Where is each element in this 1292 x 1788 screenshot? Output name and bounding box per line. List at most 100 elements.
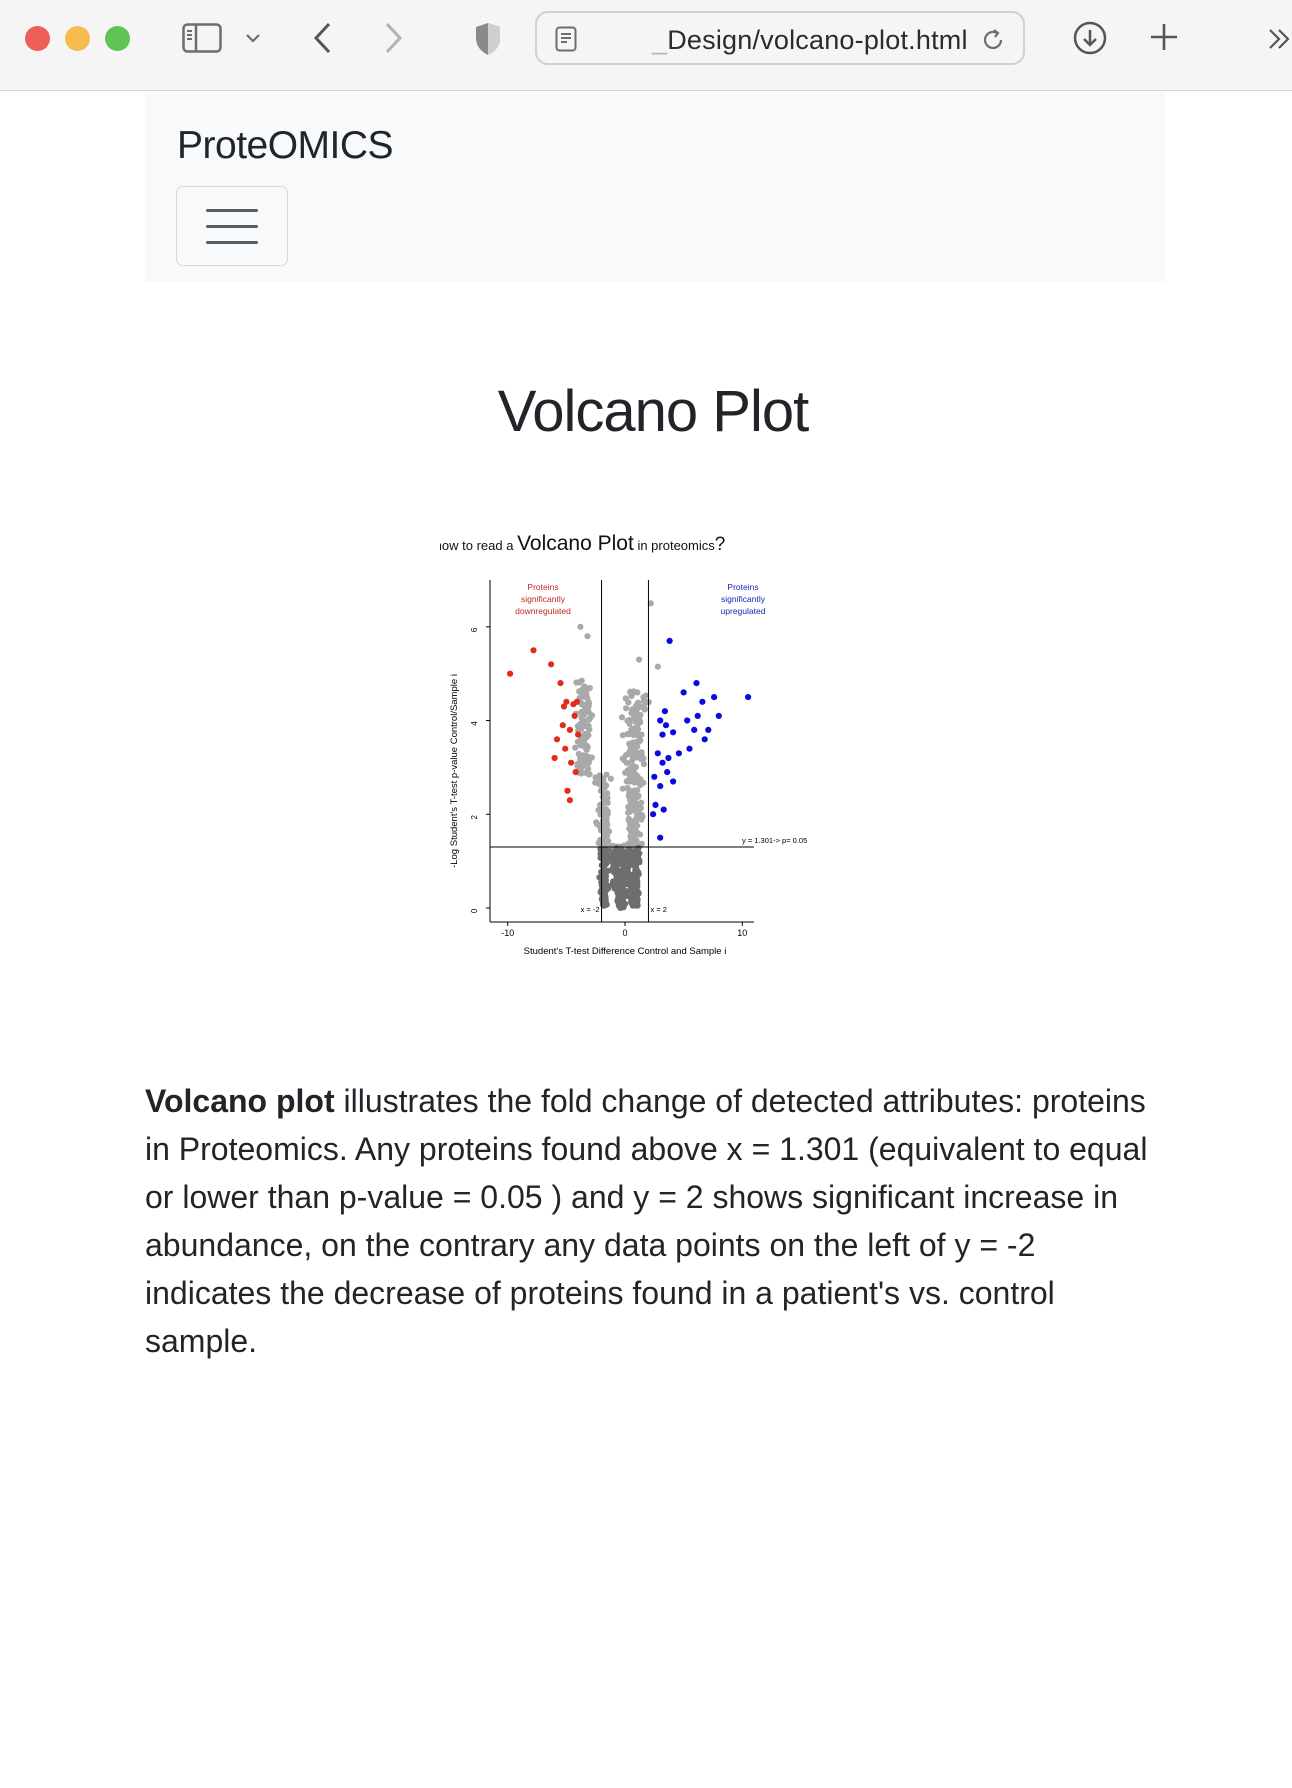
x-tick-label: 0 — [622, 928, 627, 938]
data-point-ns — [628, 760, 635, 767]
minimize-window-button[interactable] — [65, 26, 90, 51]
chart-title-pre: how to read a — [440, 538, 517, 553]
data-point-ns — [578, 677, 585, 684]
y-tick-label: 0 — [470, 908, 479, 913]
data-point-upregulated — [705, 726, 712, 733]
data-point-ns — [641, 706, 648, 713]
reload-icon[interactable] — [979, 26, 1007, 54]
data-point-ns — [573, 679, 580, 686]
back-icon[interactable] — [305, 18, 341, 58]
zoom-window-button[interactable] — [105, 26, 130, 51]
navbar-toggle-button[interactable] — [176, 186, 288, 266]
hamburger-icon — [206, 209, 258, 212]
y-axis-label: -Log Student's T-test p-value Control/Sa… — [449, 674, 460, 868]
chart-title-main: Volcano Plot — [517, 532, 634, 555]
data-point-ns — [647, 600, 654, 607]
data-point-ns — [604, 790, 611, 797]
data-point-ns — [584, 633, 591, 640]
data-point-ns — [636, 717, 643, 724]
address-url-prefix: _ — [652, 25, 668, 55]
data-point-ns — [629, 726, 636, 733]
data-point-ns — [622, 769, 629, 776]
data-point-ns — [654, 663, 661, 670]
chart-title-q: ? — [715, 534, 726, 555]
data-point-upregulated — [715, 712, 722, 719]
data-point-upregulated — [680, 689, 687, 696]
chevron-down-icon[interactable] — [240, 26, 266, 50]
data-point-upregulated — [675, 750, 682, 757]
brand-logo[interactable]: ProteOMICS — [177, 124, 394, 167]
data-point-ns — [625, 846, 633, 853]
data-point-upregulated — [701, 736, 708, 743]
data-point-ns — [623, 759, 630, 766]
data-point-ns — [640, 755, 647, 762]
x-tick-label: 10 — [737, 928, 747, 938]
address-bar[interactable]: _Design/volcano-plot.html — [535, 11, 1025, 65]
data-point-ns — [635, 738, 643, 745]
data-point-ns — [638, 731, 645, 738]
data-point-downregulated — [530, 647, 537, 654]
data-point-ns — [619, 858, 626, 865]
reader-icon[interactable] — [553, 25, 579, 53]
description-text: illustrates the fold change of detected … — [145, 1083, 1148, 1359]
y-tick-label: 6 — [470, 627, 479, 632]
address-url-text: Design/volcano-plot.html — [667, 25, 968, 55]
sidebar-icon[interactable] — [180, 20, 224, 56]
data-point-ns — [607, 775, 614, 782]
data-point-ns — [628, 744, 635, 751]
download-icon[interactable] — [1070, 18, 1110, 58]
data-point-ns — [624, 717, 631, 724]
data-point-ns — [622, 891, 629, 898]
data-point-ns — [637, 711, 644, 719]
data-point-ns — [603, 782, 610, 789]
data-point-ns — [630, 836, 637, 843]
data-point-ns — [595, 807, 602, 814]
data-point-ns — [615, 893, 623, 900]
data-point-ns — [611, 885, 618, 892]
data-point-ns — [576, 760, 583, 767]
overflow-chevrons-icon[interactable] — [1266, 22, 1292, 56]
data-point-ns — [592, 779, 599, 786]
data-point-downregulated — [566, 726, 573, 733]
data-point-ns — [618, 902, 625, 909]
volcano-description: Volcano plot illustrates the fold change… — [145, 1077, 1165, 1365]
data-point-ns — [580, 687, 587, 694]
data-point-ns — [619, 785, 626, 792]
data-point-downregulated — [572, 769, 579, 776]
close-window-button[interactable] — [25, 26, 50, 51]
forward-icon[interactable] — [375, 18, 411, 58]
data-point-upregulated — [657, 717, 664, 724]
data-point-ns — [631, 857, 638, 864]
shield-icon[interactable] — [470, 18, 506, 60]
data-point-upregulated — [684, 717, 691, 724]
annotation-upregulated: Proteins — [727, 582, 758, 592]
data-point-ns — [632, 902, 639, 909]
data-point-downregulated — [568, 759, 575, 766]
data-point-ns — [599, 793, 606, 801]
browser-toolbar: _Design/volcano-plot.html — [0, 0, 1292, 91]
data-point-ns — [629, 773, 636, 780]
x-tick-label: -10 — [501, 928, 514, 938]
page-title: Volcano Plot — [497, 379, 809, 444]
data-point-ns — [582, 752, 589, 759]
data-point-ns — [603, 771, 610, 778]
data-point-ns — [618, 878, 625, 885]
data-point-ns — [588, 754, 595, 761]
new-tab-icon[interactable] — [1145, 18, 1183, 56]
data-point-ns — [600, 901, 607, 908]
data-point-ns — [583, 742, 590, 749]
data-point-upregulated — [666, 637, 673, 644]
data-point-ns — [624, 784, 631, 791]
annotation-upregulated: significantly — [721, 594, 766, 604]
data-point-ns — [640, 761, 647, 768]
data-point-upregulated — [745, 694, 752, 701]
data-point-ns — [605, 838, 612, 845]
data-point-upregulated — [711, 694, 718, 701]
data-point-ns — [600, 869, 607, 876]
data-point-ns — [604, 885, 612, 892]
data-point-ns — [580, 721, 587, 729]
data-point-ns — [632, 867, 639, 874]
data-point-upregulated — [686, 745, 693, 752]
data-point-upregulated — [670, 729, 677, 736]
data-point-ns — [624, 731, 631, 738]
